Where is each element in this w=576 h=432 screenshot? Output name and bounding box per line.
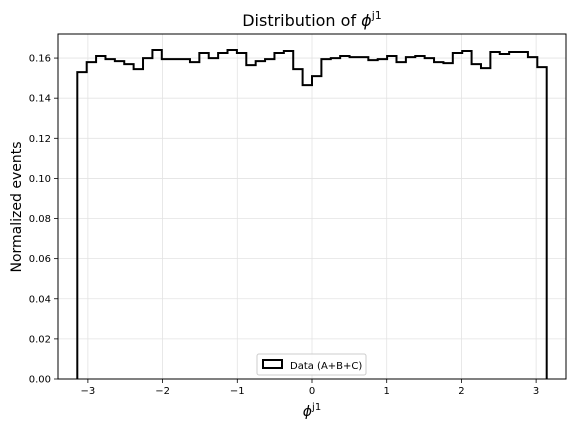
y-tick-label: 0.06 bbox=[29, 254, 51, 265]
x-tick-label: 0 bbox=[309, 386, 315, 397]
y-tick-label: 0.16 bbox=[29, 54, 51, 65]
histogram-step-line bbox=[76, 49, 548, 379]
y-tick-label: 0.08 bbox=[29, 214, 51, 225]
y-tick-label: 0.14 bbox=[29, 94, 51, 105]
legend-swatch bbox=[262, 359, 283, 369]
x-tick-label: 2 bbox=[458, 386, 464, 397]
x-tick-label: −3 bbox=[81, 386, 96, 397]
y-tick-label: 0.10 bbox=[29, 174, 51, 185]
y-tick-label: 0.12 bbox=[29, 134, 51, 145]
x-tick-label: 1 bbox=[384, 386, 390, 397]
x-axis-ticks: −3 −2 −1 0 1 2 3 bbox=[81, 379, 539, 397]
y-tick-label: 0.04 bbox=[29, 294, 51, 305]
y-axis-ticks: 0.00 0.02 0.04 0.06 0.08 0.10 0.12 0.14 0.16 bbox=[29, 54, 58, 386]
x-tick-label: −2 bbox=[155, 386, 170, 397]
legend-box bbox=[256, 353, 367, 376]
y-tick-label: 0.02 bbox=[29, 334, 51, 345]
x-axis-label: ϕj1 bbox=[303, 402, 321, 420]
x-tick-label: 3 bbox=[533, 386, 539, 397]
chart-title: Distribution of ϕj1 bbox=[242, 9, 382, 30]
y-axis-label: Normalized events bbox=[9, 141, 25, 272]
legend: Data (A+B+C) bbox=[256, 353, 367, 376]
legend-label: Data (A+B+C) bbox=[290, 361, 362, 372]
x-tick-label: −1 bbox=[230, 386, 245, 397]
y-tick-label: 0.00 bbox=[29, 375, 51, 386]
